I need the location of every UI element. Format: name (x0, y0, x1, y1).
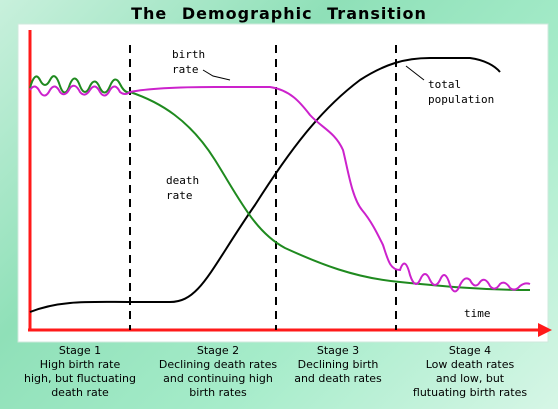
stage-4-title: Stage 4 (448, 344, 492, 357)
stage-1-line3: death rate (51, 386, 109, 399)
total-population-leader (405, 65, 425, 81)
stage-3-title: Stage 3 (316, 344, 360, 357)
stage-2-caption: Stage 2 Declining death rates and contin… (148, 344, 288, 400)
stage-3-caption: Stage 3 Declining birth and death rates (268, 344, 408, 386)
stage-4-caption: Stage 4 Low death rates and low, but flu… (400, 344, 540, 400)
x-axis-arrowhead (538, 323, 552, 337)
stage-3-line2: and death rates (294, 372, 382, 385)
birth-rate-leader (202, 69, 231, 81)
time-axis-label: time (464, 307, 491, 320)
total-population-curve (29, 57, 501, 313)
stage-4-line3: flutuating birth rates (412, 386, 528, 399)
stage-2-title: Stage 2 (196, 344, 240, 357)
stage-1-caption: Stage 1 High birth rate high, but fluctu… (10, 344, 150, 400)
stage-4-line1: Low death rates (425, 358, 515, 371)
stage-1-line1: High birth rate (39, 358, 121, 371)
stage-2-line1: Declining death rates (158, 358, 278, 371)
stage-3-line1: Declining birth (297, 358, 379, 371)
birth-rate-label-line1: birth (172, 48, 205, 61)
death-rate-label-line2: rate (166, 189, 193, 202)
total-population-label-line1: total (428, 78, 461, 91)
stage-2-line3: birth rates (189, 386, 247, 399)
plot-panel (17, 23, 549, 343)
stage-4-line2: and low, but (435, 372, 505, 385)
death-rate-label-line1: death (166, 174, 199, 187)
stage-1-line2: high, but fluctuating (23, 372, 137, 385)
diagram-title: The Demographic Transition (131, 4, 427, 23)
death-rate-curve (29, 75, 531, 291)
stage-1-title: Stage 1 (58, 344, 102, 357)
birth-rate-curve (29, 84, 531, 293)
total-population-label-line2: population (428, 93, 494, 106)
birth-rate-label-line2: rate (172, 63, 199, 76)
stage-2-line2: and continuing high (163, 372, 273, 385)
